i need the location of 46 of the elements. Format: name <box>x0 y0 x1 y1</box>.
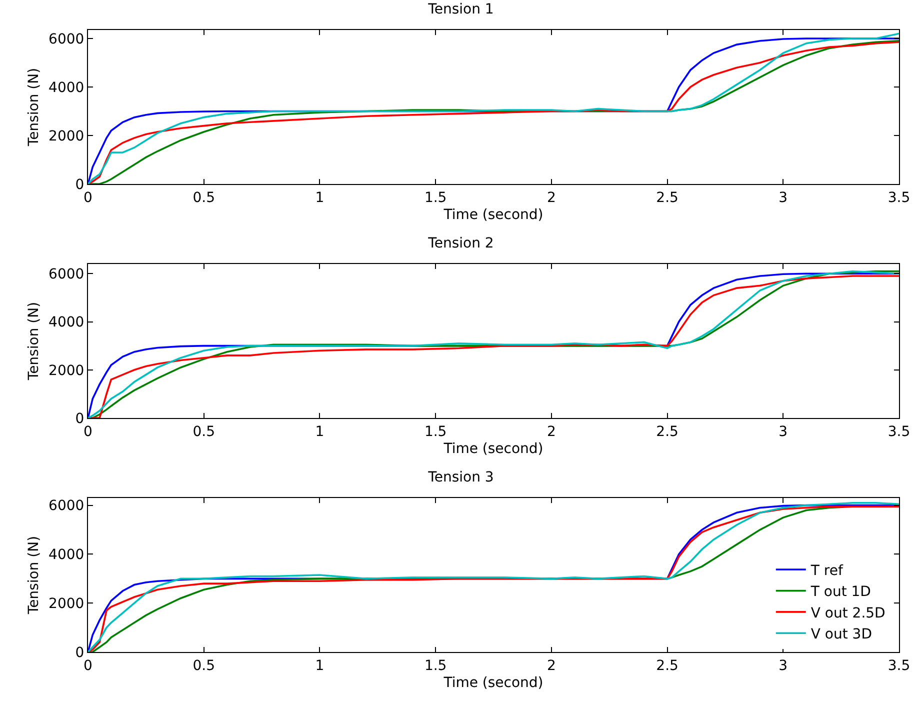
legend-label: V out 2.5D <box>810 605 886 622</box>
x-tick-label: 2.5 <box>656 658 678 674</box>
x-axis-title: Time (second) <box>442 207 544 224</box>
x-axis-title: Time (second) <box>442 675 544 692</box>
legend-label: T out 1D <box>810 584 871 600</box>
x-tick-label: 2 <box>546 424 556 440</box>
x-tick-label: 2 <box>546 658 556 674</box>
x-tick-label: 3.5 <box>888 190 910 206</box>
y-axis-title: Tension (N) <box>26 536 42 616</box>
x-tick-label: 1.5 <box>424 190 447 206</box>
legend-label: V out 3D <box>810 626 872 643</box>
x-tick-label: 0.5 <box>192 190 215 206</box>
chart-title: Tension 2 <box>427 235 494 252</box>
y-tick-label: 4000 <box>48 314 84 331</box>
x-tick-label: 1 <box>315 658 324 674</box>
y-tick-label: 6000 <box>48 498 84 514</box>
y-tick-label: 2000 <box>48 362 84 379</box>
x-tick-label: 3 <box>778 190 788 206</box>
x-tick-label: 2 <box>546 190 556 206</box>
chart-title: Tension 1 <box>427 1 494 18</box>
x-tick-label: 1.5 <box>424 658 447 674</box>
x-tick-label: 1 <box>315 424 324 440</box>
x-tick-label: 2.5 <box>656 424 678 440</box>
y-axis-title: Tension (N) <box>26 68 42 148</box>
chart-title: Tension 3 <box>427 469 494 486</box>
x-tick-label: 3.5 <box>888 424 910 440</box>
x-tick-label: 3 <box>778 424 788 440</box>
x-tick-label: 0.5 <box>192 424 215 440</box>
y-tick-label: 0 <box>75 176 84 193</box>
y-axis-title: Tension (N) <box>26 302 42 382</box>
x-tick-label: 1.5 <box>424 424 447 440</box>
y-tick-label: 2000 <box>48 128 84 144</box>
y-tick-label: 2000 <box>48 596 84 612</box>
y-tick-label: 0 <box>75 644 84 661</box>
legend-label: T ref <box>810 562 844 579</box>
x-tick-label: 1 <box>315 190 324 206</box>
y-tick-label: 0 <box>75 410 84 427</box>
y-tick-label: 4000 <box>48 547 84 564</box>
x-tick-label: 2.5 <box>656 190 678 206</box>
y-tick-label: 6000 <box>48 31 84 48</box>
x-tick-label: 3 <box>778 658 788 674</box>
y-tick-label: 6000 <box>48 266 84 283</box>
x-tick-label: 3.5 <box>888 658 910 674</box>
y-tick-label: 4000 <box>48 80 84 96</box>
x-axis-title: Time (second) <box>442 441 544 458</box>
x-tick-label: 0.5 <box>192 658 215 674</box>
